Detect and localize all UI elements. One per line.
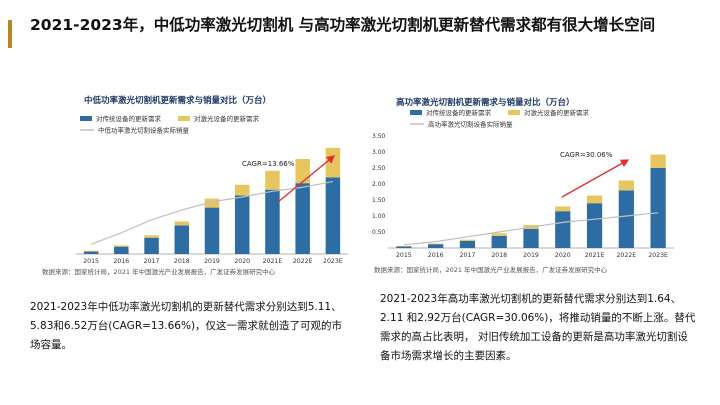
chart-right: 高功率激光切割机更新需求与销量对比（万台） 对传统设备的更新需求 对激光设备的更新…	[370, 90, 678, 280]
bar-traditional-2018	[491, 235, 507, 248]
bar-laser-2022E	[618, 180, 634, 191]
bar-traditional-2019	[523, 228, 539, 248]
bar-laser-2022E	[295, 159, 310, 184]
y-tick-label: 3.50	[372, 133, 386, 140]
x-tick-label: 2015	[396, 252, 412, 259]
bar-traditional-2020	[234, 195, 250, 254]
y-tick-label: 0.50	[372, 229, 386, 236]
x-tick-label: 2021E	[263, 258, 283, 265]
y-tick-label: 1.00	[372, 213, 386, 220]
bar-laser-2023E	[325, 147, 341, 178]
bar-traditional-2019	[204, 207, 220, 254]
left-paragraph: 2021-2023年中低功率激光切割机的更新替代需求分别达到5.11、 5.83…	[30, 301, 343, 351]
bar-traditional-2015	[396, 246, 412, 248]
x-tick-label: 2020	[555, 252, 571, 259]
legend-swatch-1	[508, 110, 520, 115]
right-paragraph: 2021-2023年高功率激光切割机的更新替代需求分别达到1.64、2.11 和…	[380, 293, 696, 362]
x-tick-label: 2016	[113, 258, 129, 265]
x-tick-label: 2015	[83, 258, 99, 265]
chart-left-source: 数据来源：国家统计局，2021 年中国激光产业发展报告，广发证券发展研究中心	[42, 268, 276, 276]
bar-laser-2015	[83, 250, 99, 252]
bar-traditional-2016	[428, 244, 444, 248]
y-tick-label: 2.50	[372, 165, 386, 172]
bar-laser-2020	[555, 206, 571, 212]
cagr-label: CAGR=30.06%	[560, 151, 613, 159]
bar-traditional-2023E	[650, 168, 666, 248]
legend-swatch-0	[80, 116, 92, 121]
x-tick-label: 2018	[174, 258, 190, 265]
bar-laser-2020	[234, 184, 250, 196]
bar-traditional-2021E	[265, 189, 280, 254]
sales-line	[403, 212, 659, 246]
bar-traditional-2018	[174, 225, 190, 254]
x-tick-label: 2023E	[648, 252, 668, 259]
bar-laser-2021E	[586, 195, 603, 204]
bar-traditional-2023E	[325, 177, 341, 254]
bar-laser-2017	[459, 239, 476, 241]
cagr-arrow	[561, 159, 630, 198]
legend-swatch-1	[178, 116, 190, 121]
chart-right-source: 数据来源：国家统计局，2021 年中国激光产业发展报告，广发证券发展研究中心	[374, 266, 608, 274]
bar-traditional-2022E	[295, 183, 310, 254]
chart-right-title: 高功率激光切割机更新需求与销量对比（万台）	[396, 98, 575, 108]
legend-label-line: 高功率激光切割设备实际销量	[428, 120, 513, 129]
bar-traditional-2017	[144, 237, 159, 254]
chart-left-title: 中低功率激光切割机更新需求与销量对比（万台）	[84, 96, 272, 106]
title-accent-bar	[8, 20, 12, 48]
bar-traditional-2022E	[618, 190, 634, 248]
bar-traditional-2016	[114, 246, 129, 254]
bar-laser-2019	[204, 198, 220, 208]
x-tick-label: 2020	[234, 258, 250, 265]
legend-label-1: 对激光设备的更新需求	[194, 114, 260, 123]
x-tick-label: 2017	[460, 252, 476, 259]
x-tick-label: 2018	[491, 252, 507, 259]
bar-laser-2018	[174, 221, 190, 226]
bar-traditional-2021E	[586, 203, 603, 248]
y-tick-label: 2.00	[372, 181, 386, 188]
bar-laser-2021E	[265, 170, 280, 190]
x-tick-label: 2019	[523, 252, 539, 259]
sales-line	[90, 180, 334, 245]
legend-label-line: 中低功率激光切割设备实际销量	[98, 126, 190, 135]
bar-laser-2017	[144, 235, 159, 238]
slide-title: 2021-2023年，中低功率激光切割机 与高功率激光切割机更新替代需求都有很大…	[30, 16, 656, 34]
x-tick-label: 2016	[428, 252, 444, 259]
x-tick-label: 2017	[144, 258, 160, 265]
bar-laser-2018	[491, 233, 507, 236]
x-tick-label: 2021E	[585, 252, 605, 259]
x-tick-label: 2019	[204, 258, 220, 265]
legend-label-1: 对激光设备的更新需求	[524, 108, 590, 117]
x-tick-label: 2022E	[293, 258, 313, 265]
bar-laser-2016	[114, 245, 129, 247]
legend-label-0: 对传统设备的更新需求	[426, 108, 492, 117]
bar-traditional-2015	[83, 251, 99, 254]
legend-label-0: 对传统设备的更新需求	[96, 114, 162, 123]
cagr-arrow	[277, 155, 336, 203]
cagr-label: CAGR=13.66%	[242, 160, 295, 168]
bar-traditional-2020	[555, 211, 571, 248]
y-tick-label: 1.50	[372, 197, 386, 204]
bar-traditional-2017	[459, 240, 476, 248]
bar-laser-2016	[428, 243, 444, 245]
chart-left: 中低功率激光切割机更新需求与销量对比（万台） 对传统设备的更新需求 对激光设备的更…	[38, 84, 350, 280]
x-tick-label: 2023E	[323, 258, 343, 265]
bar-laser-2023E	[650, 154, 666, 168]
x-tick-label: 2022E	[617, 252, 637, 259]
y-tick-label: 3.00	[372, 149, 386, 156]
legend-swatch-0	[410, 110, 422, 115]
